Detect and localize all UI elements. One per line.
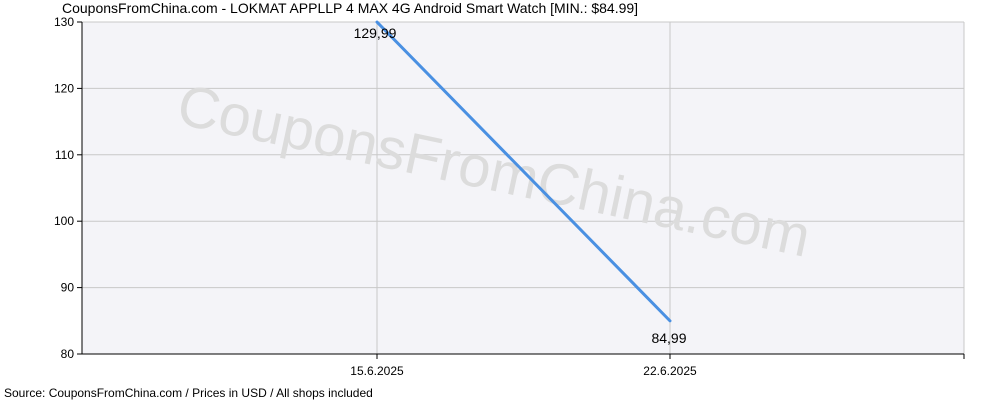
chart-title: CouponsFromChina.com - LOKMAT APPLLP 4 M… <box>62 0 639 16</box>
y-tick-label: 110 <box>55 148 74 162</box>
series-line <box>375 20 672 323</box>
series-group: 129,99 84,99 <box>354 20 687 346</box>
source-note: Source: CouponsFromChina.com / Prices in… <box>4 386 373 400</box>
y-tick-label: 130 <box>54 15 74 29</box>
y-tick-labels: 80 90 100 110 120 130 <box>54 15 74 361</box>
plot-background <box>82 22 964 354</box>
x-tick-label: 15.6.2025 <box>350 364 404 378</box>
axes <box>77 21 965 359</box>
y-tick-label: 80 <box>61 347 75 361</box>
x-tick-label: 22.6.2025 <box>643 364 697 378</box>
y-tick-label: 90 <box>61 281 75 295</box>
y-tick-label: 120 <box>54 81 74 95</box>
data-label: 84,99 <box>651 330 686 346</box>
y-tick-label: 100 <box>54 214 74 228</box>
x-tick-labels: 15.6.2025 22.6.2025 <box>350 364 697 378</box>
data-label: 129,99 <box>354 25 397 41</box>
